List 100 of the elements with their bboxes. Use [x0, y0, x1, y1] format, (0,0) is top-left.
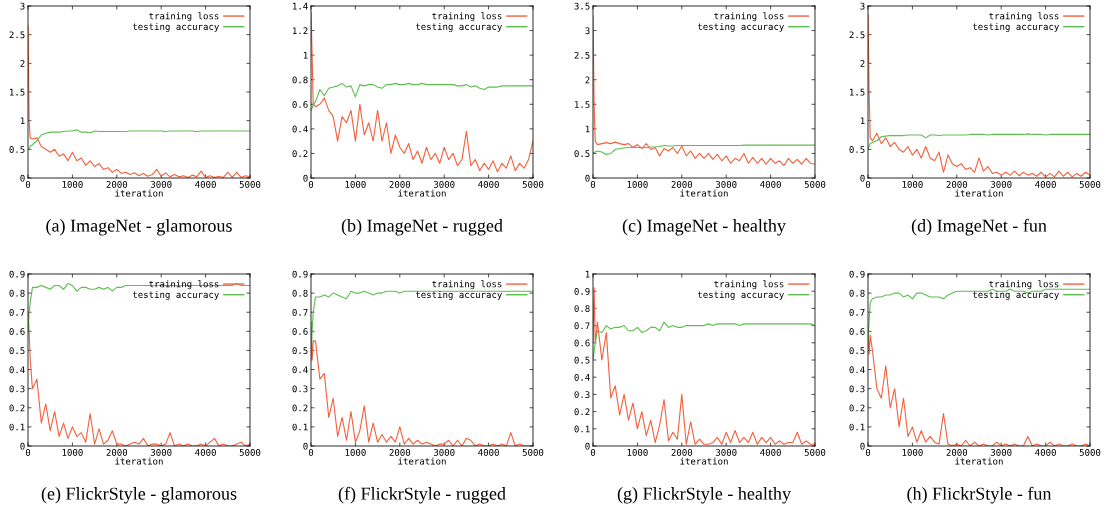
y-tick-label: 0.5: [574, 356, 590, 364]
y-tick-label: 2: [20, 60, 25, 67]
x-tick-label: 2000: [389, 448, 411, 456]
y-tick-label: 0.1: [574, 425, 590, 433]
y-tick-label: 2.5: [849, 31, 865, 39]
x-tick-label: 3000: [150, 180, 172, 188]
legend-label: testing accuracy: [132, 291, 219, 300]
y-tick-label: 3: [20, 2, 25, 10]
legend-label: testing accuracy: [972, 291, 1059, 300]
y-tick-label: 2: [860, 60, 865, 67]
text: (d) ImageNet - fun: [911, 218, 1047, 236]
x-tick-label: 4000: [195, 180, 216, 188]
x-tick-label: 5000: [804, 180, 826, 188]
x-tick-label: 3000: [990, 448, 1012, 456]
x-tick-label: 0: [865, 180, 871, 188]
y-tick-label: 0.2: [849, 404, 865, 412]
y-tick-label: 0.4: [574, 373, 590, 381]
y-tick-label: 0: [860, 442, 865, 450]
legend-label: training loss: [714, 280, 784, 290]
x-tick-label: 0: [865, 448, 871, 456]
y-tick-label: 0.1: [849, 423, 865, 431]
y-tick-label: 0.9: [574, 287, 590, 295]
line-series: [868, 133, 1090, 150]
x-tick-label: 1000: [902, 448, 923, 456]
x-tick-label: 0: [25, 180, 31, 188]
y-tick-label: 0.1: [9, 423, 25, 431]
x-axis-title: iteration: [115, 189, 163, 197]
x-tick-label: 4000: [1035, 448, 1056, 456]
legend-label: testing accuracy: [415, 23, 502, 32]
x-tick-label: 5000: [239, 448, 261, 456]
x-tick-label: 2000: [946, 180, 968, 188]
x-tick-label: 5000: [1079, 180, 1101, 188]
x-tick-label: 0: [590, 180, 596, 188]
y-tick-label: 0.5: [9, 146, 25, 153]
x-tick-label: 3000: [433, 448, 455, 456]
y-tick-label: 1.5: [575, 101, 590, 108]
y-tick-label: 0.5: [9, 347, 25, 355]
y-tick-label: 3.5: [574, 2, 590, 10]
x-tick-label: 4000: [478, 180, 499, 188]
x-tick-label: 5000: [239, 180, 261, 188]
x-tick-label: 3000: [715, 448, 737, 456]
legend-label: training loss: [989, 12, 1059, 22]
y-tick-label: 1: [303, 52, 308, 59]
y-tick-label: 0.3: [849, 385, 865, 393]
x-tick-label: 1000: [627, 180, 648, 188]
y-tick-label: 0.6: [292, 101, 308, 108]
y-tick-label: 0.5: [849, 146, 865, 153]
y-tick-label: 0.4: [849, 366, 865, 374]
y-tick-label: 0.9: [292, 270, 308, 278]
x-tick-label: 3000: [433, 180, 455, 188]
y-tick-label: 0.2: [292, 150, 308, 158]
y-tick-label: 0: [20, 442, 25, 450]
x-axis-title: iteration: [398, 457, 446, 465]
y-tick-label: 0.2: [292, 404, 308, 412]
y-tick-label: 0.1: [292, 423, 308, 431]
y-tick-label: 0.8: [849, 289, 865, 297]
y-tick-label: 1.4: [293, 2, 308, 10]
x-tick-label: 4000: [760, 448, 781, 456]
y-tick-label: 0.6: [849, 328, 865, 335]
x-tick-label: 4000: [478, 448, 499, 456]
x-axis-title: iteration: [680, 457, 728, 465]
y-tick-label: 0.2: [574, 408, 590, 416]
y-tick-label: 0: [303, 174, 308, 182]
y-tick-label: 0.6: [292, 328, 308, 335]
y-tick-label: 0.4: [292, 366, 308, 374]
x-tick-label: 0: [590, 448, 596, 456]
x-tick-label: 1000: [627, 448, 648, 456]
y-tick-label: 0.8: [292, 76, 308, 84]
legend-label: training loss: [989, 280, 1059, 290]
y-tick-label: 0.8: [292, 289, 308, 297]
x-tick-label: 1000: [62, 180, 83, 188]
x-tick-label: 1000: [902, 180, 923, 188]
x-tick-label: 5000: [804, 448, 826, 456]
y-tick-label: 1.5: [850, 88, 865, 96]
y-tick-label: 0.7: [574, 322, 590, 330]
y-tick-label: 1.5: [10, 88, 25, 96]
y-tick-label: 0.9: [849, 270, 865, 278]
x-axis-title: iteration: [955, 457, 1003, 465]
text: (f) FlickrStyle - rugged: [338, 486, 506, 504]
line-series: [311, 82, 533, 111]
y-tick-label: 3: [585, 27, 590, 35]
y-tick-label: 0: [303, 442, 308, 450]
y-tick-label: 0.9: [9, 270, 25, 278]
x-tick-label: 0: [308, 448, 314, 456]
legend-label: training loss: [432, 280, 502, 290]
y-tick-label: 1: [20, 117, 25, 125]
x-tick-label: 5000: [1079, 448, 1101, 456]
text: (c) ImageNet - healthy: [622, 219, 786, 236]
x-tick-label: 3000: [150, 448, 172, 456]
x-axis-title: iteration: [955, 189, 1003, 197]
text: (e) FlickrStyle - glamorous: [41, 487, 237, 504]
x-tick-label: 1000: [345, 448, 366, 456]
y-tick-label: 3: [860, 2, 865, 10]
line-series: [593, 144, 815, 155]
legend-label: testing accuracy: [972, 23, 1059, 32]
y-tick-label: 0.7: [292, 308, 308, 316]
y-tick-label: 1.2: [293, 27, 308, 35]
y-tick-label: 0: [585, 442, 590, 450]
y-tick-label: 0.8: [574, 305, 590, 312]
legend-label: training loss: [714, 12, 784, 22]
